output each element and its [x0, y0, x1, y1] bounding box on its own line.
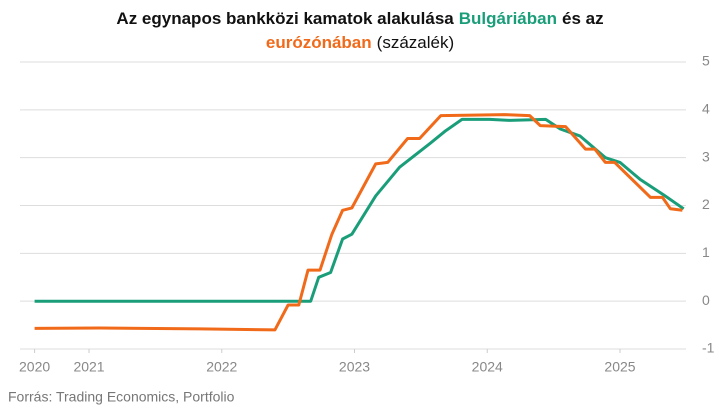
title-start: Az egynapos bankközi kamatok alakulása	[116, 9, 454, 28]
title-series-name: Bulgáriában	[459, 9, 557, 28]
series-line	[34, 113, 683, 332]
chart-title-line2: eurózónában (százalék)	[266, 33, 454, 52]
x-tick-label: 2020	[19, 359, 50, 375]
title-unit: (százalék)	[377, 33, 454, 52]
chart-title-line1: Az egynapos bankközi kamatok alakulása Bu…	[116, 9, 603, 28]
x-tick-label: 2023	[339, 359, 370, 375]
x-tick-label: 2022	[206, 359, 237, 375]
y-tick-label: 3	[702, 148, 710, 164]
y-tick-label: 1	[702, 244, 710, 260]
x-tick-label: 2021	[73, 359, 104, 375]
title-series-name: eurózónában	[266, 33, 372, 52]
y-tick-label: 2	[702, 196, 710, 212]
source: Forrás: Trading Economics, Portfolio	[8, 389, 235, 405]
x-tick-label: 2025	[604, 359, 635, 375]
y-tick-label: 4	[702, 101, 710, 117]
y-tick-label: 5	[702, 53, 710, 69]
title-join: és az	[562, 9, 604, 28]
y-tick-label: -1	[702, 340, 715, 356]
series-line	[34, 117, 685, 303]
y-tick-label: 0	[702, 292, 710, 308]
x-tick-label: 2024	[472, 359, 503, 375]
